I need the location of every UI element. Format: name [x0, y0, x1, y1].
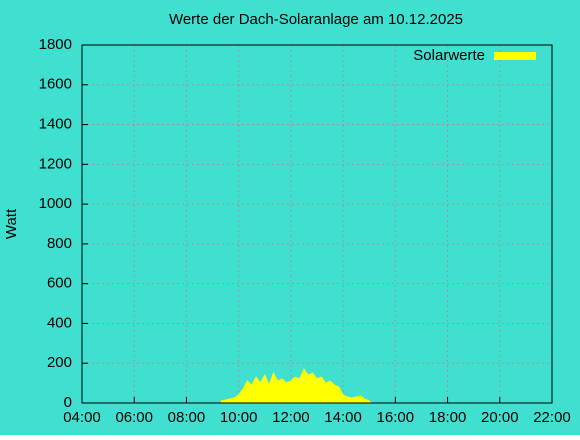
x-tick-label: 12:00: [272, 409, 310, 426]
area: [220, 368, 373, 404]
x-tick-label: 10:00: [220, 409, 258, 426]
y-tick-label: 600: [47, 275, 72, 292]
y-tick-label: 200: [47, 354, 72, 371]
x-tick-label: 08:00: [168, 409, 206, 426]
x-tick-label: 06:00: [115, 409, 153, 426]
y-tick-label: 1600: [39, 76, 72, 93]
y-axis-label: Watt: [3, 208, 20, 239]
legend-label: Solarwerte: [413, 47, 485, 64]
x-tick-label: 14:00: [324, 409, 362, 426]
chart-title: Werte der Dach-Solaranlage am 10.12.2025: [169, 11, 463, 28]
x-tick-label: 16:00: [377, 409, 415, 426]
y-tick-label: 800: [47, 235, 72, 252]
plot-border: [81, 44, 553, 404]
x-tick-label: 20:00: [481, 409, 519, 426]
x-tick-label: 18:00: [429, 409, 467, 426]
legend-swatch: [494, 52, 536, 60]
x-tick-label: 04:00: [63, 409, 101, 426]
x-tick-label: 22:00: [533, 409, 571, 426]
y-tick-label: 1000: [39, 195, 72, 212]
y-tick-label: 1800: [39, 36, 72, 53]
y-tick-label: 0: [64, 394, 72, 411]
y-tick-label: 1400: [39, 116, 72, 133]
y-tick-label: 1200: [39, 155, 72, 172]
y-tick-label: 400: [47, 314, 72, 331]
